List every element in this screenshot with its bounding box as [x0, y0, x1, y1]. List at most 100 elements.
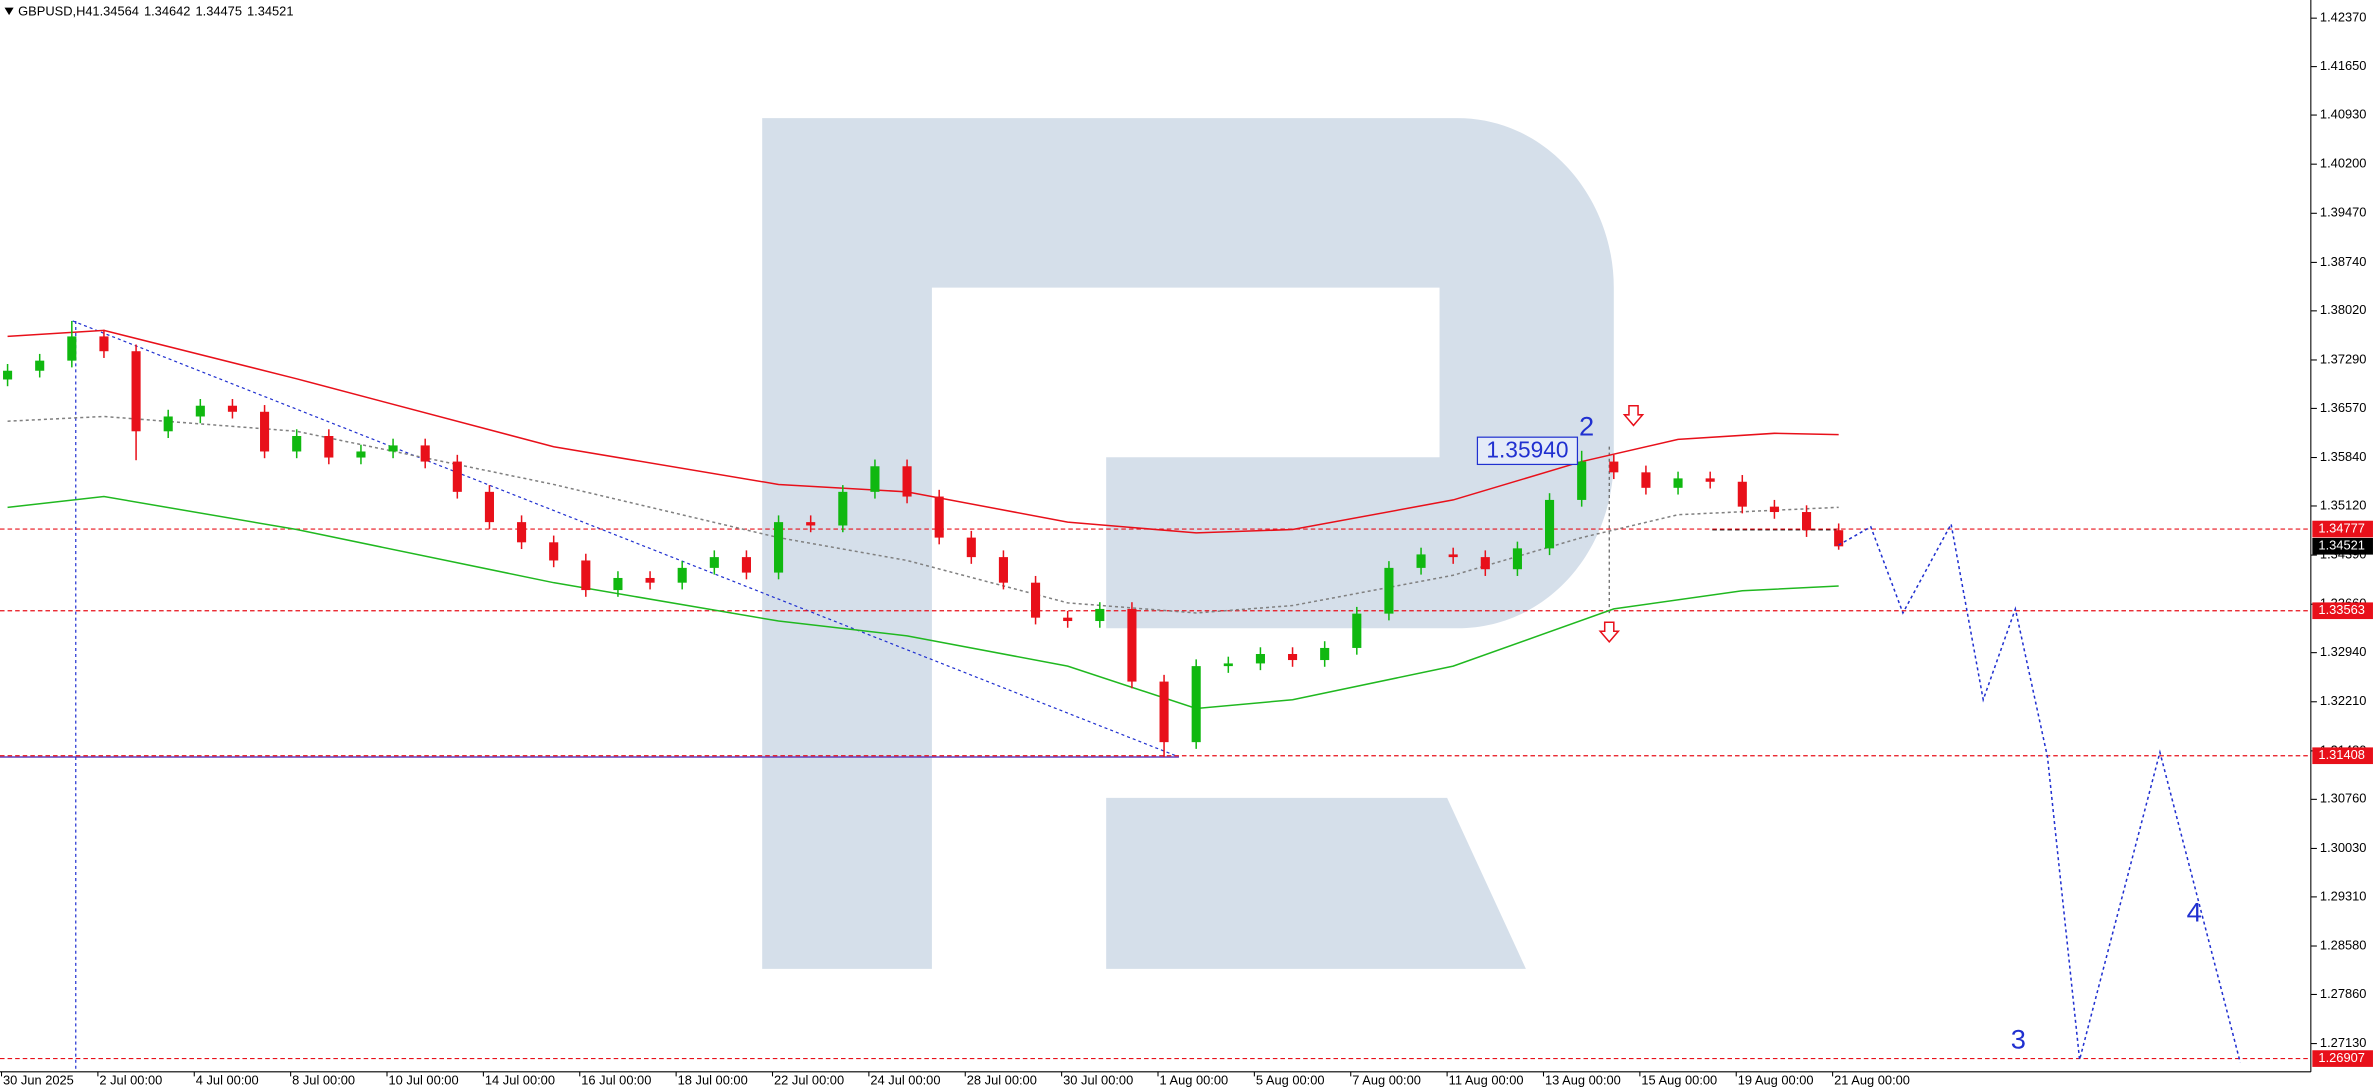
candle-body [902, 466, 912, 497]
candle-body [260, 411, 270, 452]
candle-body [613, 577, 623, 591]
level-label: 1.26907 [2318, 1050, 2365, 1065]
x-tick-label: 13 Aug 00:00 [1545, 1072, 1621, 1087]
candle-body [1320, 647, 1330, 661]
candle-body [452, 461, 462, 492]
candle-body [131, 351, 141, 432]
candle-body [934, 496, 944, 538]
candle-body [1480, 557, 1490, 570]
y-tick-label: 1.40200 [2320, 156, 2367, 171]
candle-body [1512, 548, 1522, 570]
candle-body [484, 491, 494, 523]
candle-body [741, 557, 751, 573]
x-tick-label: 8 Jul 00:00 [292, 1072, 355, 1087]
candle-body [1384, 567, 1394, 614]
y-tick-label: 1.32210 [2320, 693, 2367, 708]
y-tick-label: 1.35120 [2320, 497, 2367, 512]
candle-body [420, 445, 430, 462]
candle-body [1802, 512, 1812, 531]
y-tick-label: 1.30030 [2320, 840, 2367, 855]
level-label-bg [2312, 520, 2373, 538]
candle-body [1159, 681, 1169, 743]
candle-body [1737, 481, 1747, 507]
watermark-shape [762, 118, 1614, 969]
candle-body [67, 336, 77, 361]
sell-arrow [1622, 404, 1645, 427]
x-tick-label: 7 Aug 00:00 [1352, 1072, 1421, 1087]
y-tick-label: 1.42370 [2320, 10, 2367, 25]
forecast-line [1838, 521, 2241, 1063]
level-label: 1.34777 [2318, 520, 2365, 535]
candle-body [99, 336, 109, 352]
moving-average [7, 495, 1839, 710]
x-tick-label: 18 Jul 00:00 [678, 1072, 748, 1087]
x-tick-label: 16 Jul 00:00 [581, 1072, 651, 1087]
x-tick-label: 1 Aug 00:00 [1160, 1072, 1229, 1087]
level-label: 1.33563 [2318, 602, 2365, 617]
y-tick-label: 1.35840 [2320, 449, 2367, 464]
candle-body [356, 451, 366, 458]
wave-label: 3 [2011, 1024, 2026, 1055]
header-triangle [4, 7, 14, 16]
header-high: 1.34642 [144, 4, 191, 19]
candle-body [870, 466, 880, 492]
watermark [762, 118, 1614, 969]
candle-body [195, 405, 205, 417]
candle-body [838, 491, 848, 526]
candle-body [549, 542, 559, 561]
wave-label: 4 [2187, 897, 2202, 928]
candle-body [163, 416, 173, 432]
candle-body [1288, 654, 1298, 661]
candle-body [1127, 608, 1137, 682]
candle-body [1416, 554, 1426, 568]
header-low: 1.34475 [195, 4, 242, 19]
candle-body [1834, 530, 1844, 547]
x-tick-label: 10 Jul 00:00 [389, 1072, 459, 1087]
candle-body [1063, 617, 1073, 622]
x-tick-label: 11 Aug 00:00 [1449, 1072, 1524, 1087]
symbol: GBPUSD,H4 [18, 4, 92, 19]
x-tick-label: 22 Jul 00:00 [774, 1072, 844, 1087]
y-tick-label: 1.30760 [2320, 791, 2367, 806]
level-label-bg [2312, 747, 2373, 765]
price-marker-box [1476, 436, 1579, 466]
candle-body [1673, 478, 1683, 488]
candle-body [1223, 663, 1233, 667]
x-tick-label: 15 Aug 00:00 [1641, 1072, 1717, 1087]
candle-body [388, 445, 398, 452]
x-tick-label: 4 Jul 00:00 [196, 1072, 259, 1087]
moving-average [7, 415, 1839, 614]
current-price-bg [2312, 537, 2373, 555]
level-label-bg [2312, 602, 2373, 620]
y-tick-label: 1.38740 [2320, 254, 2367, 269]
candle-body [774, 522, 784, 573]
y-tick-label: 1.32940 [2320, 644, 2367, 659]
candle-body [1769, 506, 1779, 513]
level-label: 1.31408 [2318, 747, 2365, 762]
candle-body [581, 560, 591, 591]
candle-body [998, 557, 1008, 583]
x-tick-label: 19 Aug 00:00 [1738, 1072, 1814, 1087]
candle-body [324, 436, 334, 458]
moving-average [7, 329, 1839, 534]
x-tick-label: 14 Jul 00:00 [485, 1072, 555, 1087]
current-price-label: 1.34521 [2318, 538, 2365, 553]
y-tick-label: 1.27130 [2320, 1035, 2367, 1050]
y-tick-label: 1.40930 [2320, 106, 2367, 121]
x-tick-label: 2 Jul 00:00 [99, 1072, 162, 1087]
y-tick-label: 1.41650 [2320, 58, 2367, 73]
candle-body [677, 567, 687, 583]
x-tick-label: 24 Jul 00:00 [870, 1072, 940, 1087]
x-tick-label: 30 Jul 00:00 [1063, 1072, 1133, 1087]
y-tick-label: 1.37290 [2320, 351, 2367, 366]
candle-body [966, 537, 976, 558]
candle-body [1191, 666, 1201, 743]
y-tick-label: 1.27860 [2320, 986, 2367, 1001]
candle-body [3, 370, 13, 380]
level-label-bg [2312, 1050, 2373, 1067]
candle-body [1577, 461, 1587, 500]
candle-body [1448, 554, 1458, 558]
candle-body [1641, 472, 1651, 488]
header-close: 1.34521 [247, 4, 294, 19]
